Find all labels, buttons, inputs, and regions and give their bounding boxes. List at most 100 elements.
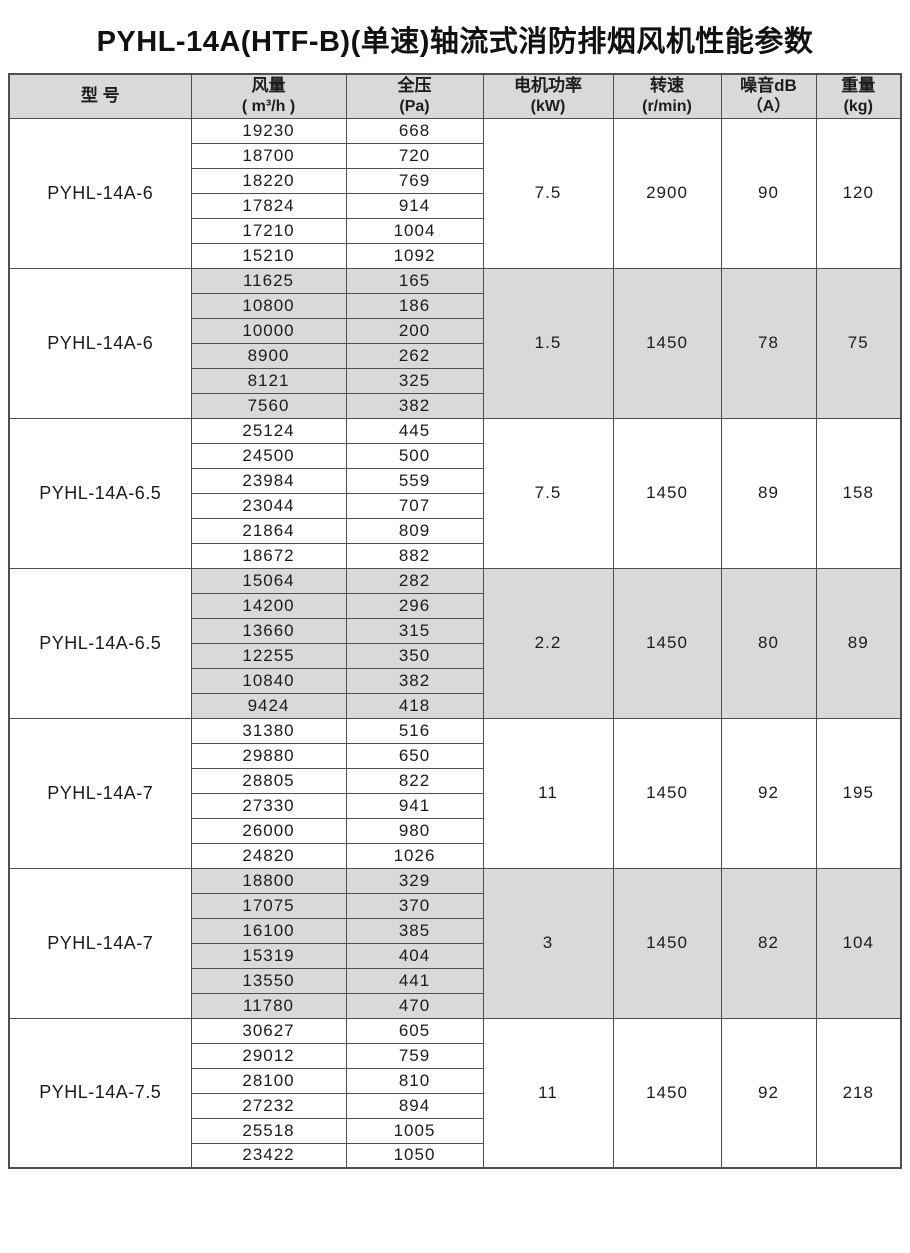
pressure-cell: 668 <box>345 117 484 144</box>
pressure-cell: 822 <box>345 767 484 794</box>
model-cell: PYHL-14A-6.5 <box>8 567 192 719</box>
pressure-cell: 296 <box>345 592 484 619</box>
flow-cell: 17210 <box>190 217 347 244</box>
flow-cell: 18220 <box>190 167 347 194</box>
pressure-cell: 418 <box>345 692 484 719</box>
table-row: 28100 810 <box>9 1067 901 1094</box>
pressure-cell: 382 <box>345 667 484 694</box>
noise-cell: 80 <box>720 567 817 719</box>
flow-cell: 8900 <box>190 342 347 369</box>
col-header-power-unit: (kW) <box>530 98 566 116</box>
table-row: 29012 759 <box>9 1042 901 1069</box>
model-cell: PYHL-14A-7.5 <box>8 1017 192 1169</box>
flow-cell: 25124 <box>190 417 347 444</box>
table-header: 型 号 风量 ( m³/h ) 全压 (Pa) 电机功率 (kW) 转速 (r/min) 噪音dB… <box>8 73 902 119</box>
col-header-pressure: 全压 (Pa) <box>345 73 484 119</box>
col-header-weight: 重量 (kg) <box>815 73 902 119</box>
flow-cell: 28100 <box>190 1067 347 1094</box>
flow-cell: 24820 <box>190 842 347 869</box>
pressure-cell: 707 <box>345 492 484 519</box>
noise-cell: 78 <box>720 267 817 419</box>
table-row: 17075 370 <box>9 892 901 919</box>
table-row: 18700 720 <box>9 142 901 169</box>
flow-cell: 23422 <box>190 1142 347 1169</box>
table-row: 27232 894 <box>9 1092 901 1119</box>
flow-cell: 13660 <box>190 617 347 644</box>
flow-cell: 17824 <box>190 192 347 219</box>
noise-cell: 92 <box>720 1017 817 1169</box>
weight-cell: 195 <box>815 717 902 869</box>
noise-cell: 89 <box>720 417 817 569</box>
flow-cell: 29880 <box>190 742 347 769</box>
table-row: 21864 809 <box>9 517 901 544</box>
noise-cell: 90 <box>720 117 817 269</box>
flow-cell: 15210 <box>190 242 347 269</box>
flow-cell: 9424 <box>190 692 347 719</box>
table-row: 13550 441 <box>9 967 901 994</box>
pressure-cell: 500 <box>345 442 484 469</box>
flow-cell: 23984 <box>190 467 347 494</box>
table-row: 15319 404 <box>9 942 901 969</box>
pressure-cell: 370 <box>345 892 484 919</box>
table-row: 23044 707 <box>9 492 901 519</box>
pressure-cell: 1005 <box>345 1117 484 1144</box>
table-body: PYHL-14A-6 19230 668 7.5 2900 90 120 18700 720 18… <box>8 117 902 1169</box>
flow-cell: 14200 <box>190 592 347 619</box>
pressure-cell: 650 <box>345 742 484 769</box>
col-header-model: 型 号 <box>8 73 192 119</box>
table-row: PYHL-14A-6.5 15064 282 2.2 1450 80 89 <box>8 567 902 719</box>
flow-cell: 15319 <box>190 942 347 969</box>
flow-cell: 11780 <box>190 992 347 1019</box>
col-header-speed-label: 转速 <box>650 75 684 95</box>
pressure-cell: 382 <box>345 392 484 419</box>
flow-cell: 21864 <box>190 517 347 544</box>
flow-cell: 8121 <box>190 367 347 394</box>
flow-cell: 24500 <box>190 442 347 469</box>
flow-cell: 27232 <box>190 1092 347 1119</box>
flow-cell: 23044 <box>190 492 347 519</box>
pressure-cell: 186 <box>345 292 484 319</box>
col-header-speed-unit: (r/min) <box>642 98 692 116</box>
table-row: 10000 200 <box>9 317 901 344</box>
table-row: PYHL-14A-6 19230 668 7.5 2900 90 120 <box>8 117 902 269</box>
flow-cell: 27330 <box>190 792 347 819</box>
weight-cell: 158 <box>815 417 902 569</box>
noise-cell: 82 <box>720 867 817 1019</box>
pressure-cell: 914 <box>345 192 484 219</box>
speed-cell: 1450 <box>612 567 722 719</box>
pressure-cell: 980 <box>345 817 484 844</box>
flow-cell: 18700 <box>190 142 347 169</box>
pressure-cell: 325 <box>345 367 484 394</box>
table-row: 18220 769 <box>9 167 901 194</box>
table-row: PYHL-14A-6 11625 165 1.5 1450 78 75 <box>8 267 902 419</box>
pressure-cell: 516 <box>345 717 484 744</box>
col-header-flow-unit: ( m³/h ) <box>241 98 296 116</box>
flow-cell: 10800 <box>190 292 347 319</box>
table-row: 17824 914 <box>9 192 901 219</box>
col-header-model-label: 型 号 <box>80 86 120 106</box>
weight-cell: 89 <box>815 567 902 719</box>
pressure-cell: 882 <box>345 542 484 569</box>
pressure-cell: 329 <box>345 867 484 894</box>
table-row: 12255 350 <box>9 642 901 669</box>
pressure-cell: 769 <box>345 167 484 194</box>
col-header-power-label: 电机功率 <box>514 75 582 95</box>
table-row: 27330 941 <box>9 792 901 819</box>
table-row: 17210 1004 <box>9 217 901 244</box>
flow-cell: 12255 <box>190 642 347 669</box>
speed-cell: 1450 <box>612 417 722 569</box>
pressure-cell: 941 <box>345 792 484 819</box>
model-cell: PYHL-14A-7 <box>8 867 192 1019</box>
pressure-cell: 559 <box>345 467 484 494</box>
pressure-cell: 1092 <box>345 242 484 269</box>
col-header-noise-label: 噪音dB <box>740 75 797 95</box>
table-header-row: 型 号 风量 ( m³/h ) 全压 (Pa) 电机功率 (kW) 转速 (r/min) 噪音dB… <box>8 73 902 119</box>
col-header-flow-label: 风量 <box>251 75 286 95</box>
col-header-power: 电机功率 (kW) <box>482 73 614 119</box>
power-cell: 1.5 <box>482 267 614 419</box>
table-row: 7560 382 <box>9 392 901 419</box>
pressure-cell: 441 <box>345 967 484 994</box>
model-cell: PYHL-14A-6.5 <box>8 417 192 569</box>
power-cell: 11 <box>482 1017 614 1169</box>
col-header-weight-label: 重量 <box>841 75 876 95</box>
